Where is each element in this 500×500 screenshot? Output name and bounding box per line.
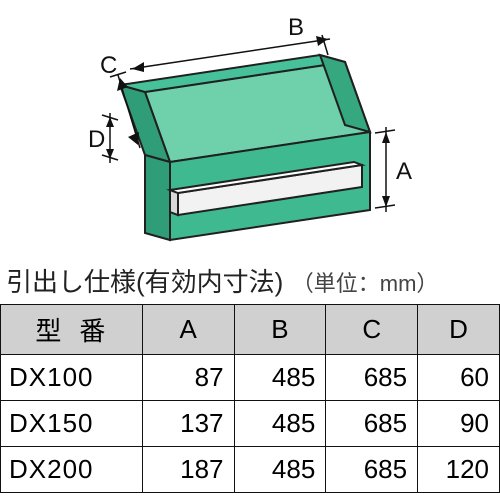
col-header-model: 型番 <box>1 305 143 355</box>
col-header-a: A <box>142 305 234 355</box>
cell-d: 120 <box>418 447 500 493</box>
cell-model: DX100 <box>1 355 143 401</box>
cell-b: 485 <box>234 447 326 493</box>
table-row: DX200 187 485 685 120 <box>1 447 500 493</box>
cell-b: 485 <box>234 401 326 447</box>
label-c: C <box>100 52 117 79</box>
drawer-left-outer <box>145 155 170 240</box>
dim-a-arrow-top <box>382 132 390 143</box>
dim-b-arrow1 <box>132 62 144 72</box>
heading-unit: （単位：mm） <box>292 271 439 296</box>
label-d: D <box>88 126 105 153</box>
heading-main: 引出し仕様(有効内寸法) <box>6 267 283 297</box>
cell-c: 685 <box>326 401 418 447</box>
table-header-row: 型番 A B C D <box>1 305 500 355</box>
cell-c: 685 <box>326 447 418 493</box>
cell-d: 90 <box>418 401 500 447</box>
cell-c: 685 <box>326 355 418 401</box>
dim-a-tick-top <box>375 130 395 133</box>
dim-a-tick-bot <box>375 205 395 208</box>
spec-table: 型番 A B C D DX100 87 485 685 60 DX150 137… <box>0 304 500 493</box>
heading: 引出し仕様(有効内寸法) （単位：mm） <box>6 262 494 299</box>
cell-model: DX200 <box>1 447 143 493</box>
dim-c-arrow2 <box>128 132 139 145</box>
dim-d-arrow-bot <box>106 149 114 159</box>
col-header-d: D <box>418 305 500 355</box>
cell-d: 60 <box>418 355 500 401</box>
cell-a: 87 <box>142 355 234 401</box>
label-b: B <box>288 15 304 41</box>
drawer-svg: D C B A <box>60 15 430 250</box>
cell-b: 485 <box>234 355 326 401</box>
table-row: DX150 137 485 685 90 <box>1 401 500 447</box>
drawer-handle-left <box>170 190 178 215</box>
table-row: DX100 87 485 685 60 <box>1 355 500 401</box>
dim-b-tick <box>322 35 328 55</box>
cell-model: DX150 <box>1 401 143 447</box>
page: D C B A 引出し仕様(有効内寸法) （単位：mm） <box>0 0 500 500</box>
cell-a: 187 <box>142 447 234 493</box>
col-header-b: B <box>234 305 326 355</box>
cell-a: 137 <box>142 401 234 447</box>
drawer-diagram: D C B A <box>60 15 430 250</box>
label-a: A <box>396 158 412 185</box>
col-header-c: C <box>326 305 418 355</box>
